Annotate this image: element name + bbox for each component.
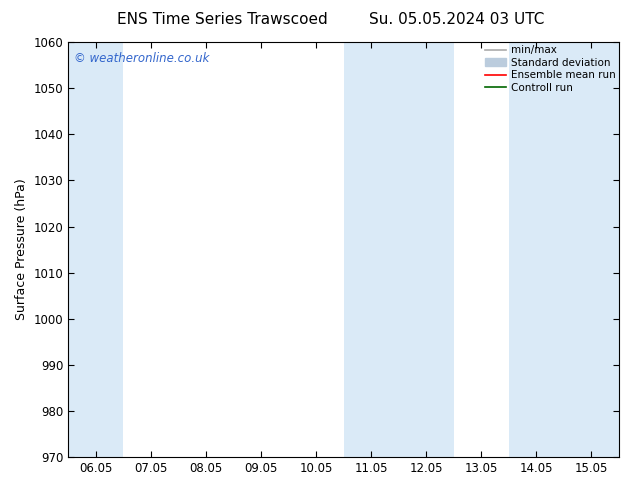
Text: Su. 05.05.2024 03 UTC: Su. 05.05.2024 03 UTC bbox=[369, 12, 544, 27]
Bar bbox=[344, 42, 454, 457]
Legend: min/max, Standard deviation, Ensemble mean run, Controll run: min/max, Standard deviation, Ensemble me… bbox=[485, 45, 616, 93]
Text: ENS Time Series Trawscoed: ENS Time Series Trawscoed bbox=[117, 12, 327, 27]
Y-axis label: Surface Pressure (hPa): Surface Pressure (hPa) bbox=[15, 179, 28, 320]
Text: © weatheronline.co.uk: © weatheronline.co.uk bbox=[74, 52, 209, 66]
Bar bbox=[509, 42, 619, 457]
Bar bbox=[68, 42, 123, 457]
